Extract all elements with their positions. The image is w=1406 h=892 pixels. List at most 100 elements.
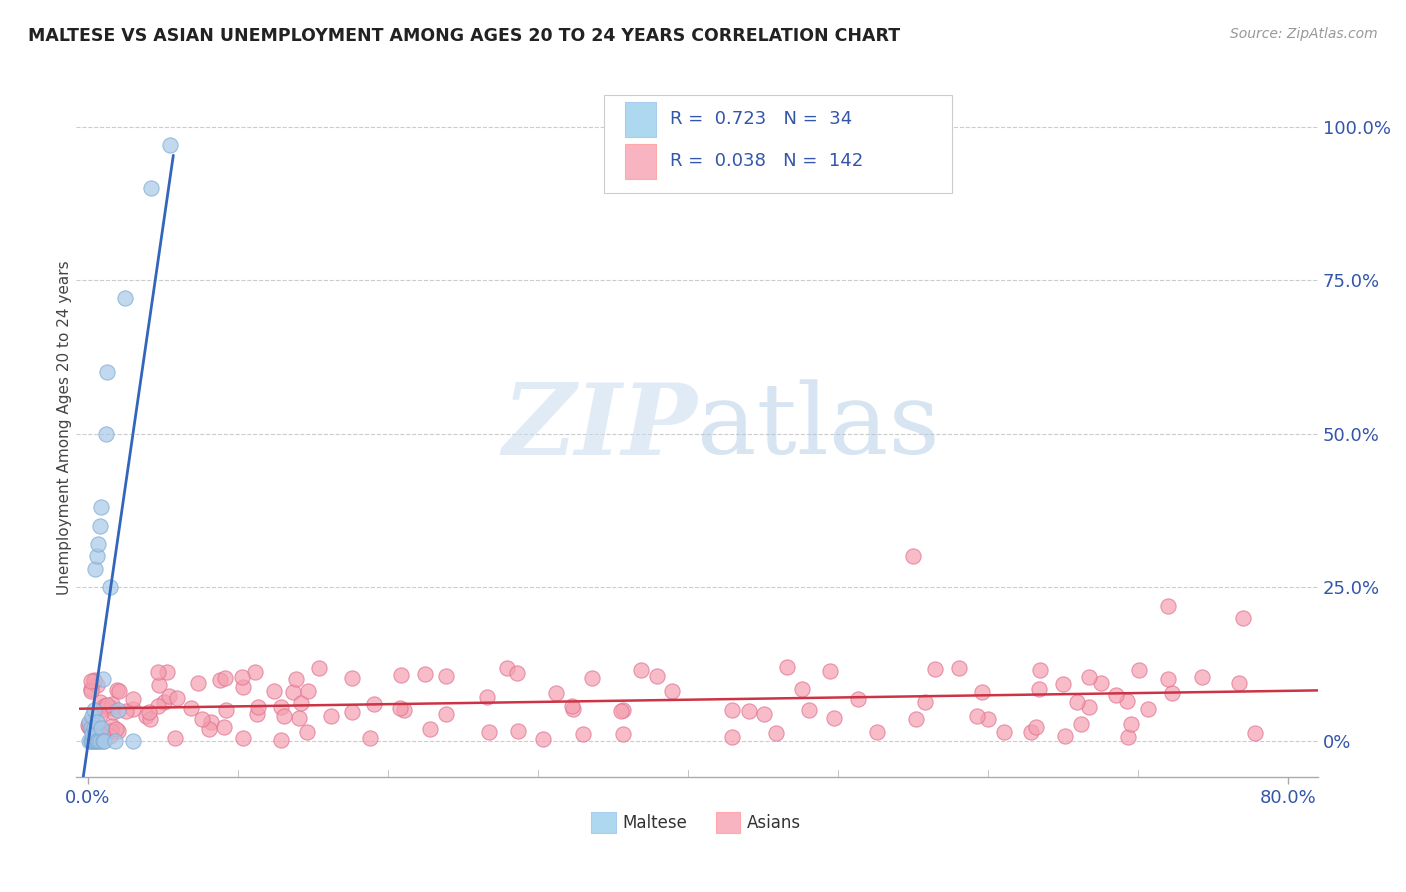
Point: [89, 518, 111, 533]
Point: [245, 665, 267, 680]
Point: [212, 720, 235, 734]
Point: [866, 725, 889, 739]
Point: [797, 703, 820, 717]
Point: [1105, 689, 1128, 703]
Point: [720, 730, 742, 744]
Point: [531, 731, 554, 746]
Point: [191, 712, 214, 726]
Point: [101, 697, 124, 711]
Point: [612, 703, 634, 717]
Point: [89, 695, 111, 709]
Point: [89, 708, 111, 723]
Point: [776, 660, 799, 674]
Point: [630, 664, 652, 678]
Point: [83, 733, 105, 747]
Point: [107, 703, 129, 717]
Point: [197, 723, 219, 737]
Point: [1028, 681, 1050, 696]
Point: [966, 709, 988, 723]
Point: [273, 709, 295, 723]
Point: [270, 699, 292, 714]
Point: [246, 706, 269, 721]
Point: [80, 733, 103, 747]
Point: [1116, 694, 1139, 708]
Point: [214, 703, 236, 717]
Point: [572, 727, 595, 741]
Point: [146, 665, 169, 680]
Text: Asians: Asians: [747, 814, 801, 832]
Point: [82, 709, 104, 723]
Point: [581, 671, 603, 685]
Point: [77, 719, 100, 733]
Point: [270, 732, 292, 747]
Point: [96, 698, 118, 713]
Point: [90, 722, 112, 736]
Point: [389, 668, 412, 682]
Point: [91, 672, 114, 686]
Point: [94, 426, 117, 441]
Point: [79, 715, 101, 730]
Point: [612, 727, 634, 741]
Point: [363, 697, 385, 711]
Point: [993, 725, 1015, 739]
Text: MALTESE VS ASIAN UNEMPLOYMENT AMONG AGES 20 TO 24 YEARS CORRELATION CHART: MALTESE VS ASIAN UNEMPLOYMENT AMONG AGES…: [28, 27, 900, 45]
Point: [91, 729, 114, 743]
Point: [904, 712, 927, 726]
Point: [138, 705, 160, 719]
Point: [342, 706, 364, 720]
Point: [180, 701, 202, 715]
Text: atlas: atlas: [697, 380, 939, 475]
Point: [1160, 686, 1182, 700]
Point: [157, 689, 180, 703]
Text: Source: ZipAtlas.com: Source: ZipAtlas.com: [1230, 27, 1378, 41]
Point: [394, 703, 416, 717]
Point: [1077, 700, 1099, 714]
Point: [86, 723, 108, 738]
Point: [96, 365, 118, 379]
Point: [1137, 702, 1160, 716]
Point: [1029, 664, 1052, 678]
Point: [752, 707, 775, 722]
Point: [1244, 726, 1267, 740]
Point: [79, 733, 101, 747]
Point: [1053, 729, 1076, 743]
Point: [101, 701, 124, 715]
Point: [93, 698, 115, 713]
Point: [1078, 670, 1101, 684]
Point: [285, 672, 308, 686]
Point: [1090, 675, 1112, 690]
Point: [163, 731, 186, 745]
Point: [231, 670, 253, 684]
Point: [924, 662, 946, 676]
Point: [156, 665, 179, 680]
Point: [495, 661, 517, 675]
Point: [232, 731, 254, 745]
Point: [1232, 611, 1254, 625]
FancyBboxPatch shape: [592, 813, 616, 833]
Point: [84, 562, 107, 576]
Point: [84, 733, 107, 747]
Point: [93, 702, 115, 716]
Point: [187, 676, 209, 690]
Point: [389, 700, 412, 714]
Point: [146, 699, 169, 714]
Point: [122, 701, 145, 715]
Point: [152, 695, 174, 709]
Point: [82, 733, 104, 747]
Point: [1157, 599, 1180, 613]
Point: [544, 686, 567, 700]
Point: [87, 537, 110, 551]
Point: [209, 673, 232, 688]
Point: [477, 690, 499, 704]
Point: [290, 696, 312, 710]
Point: [79, 684, 101, 698]
Point: [83, 673, 105, 688]
Point: [84, 727, 107, 741]
Point: [288, 711, 311, 725]
Point: [86, 678, 108, 692]
Point: [846, 691, 869, 706]
Point: [738, 704, 761, 718]
Point: [89, 733, 111, 747]
Point: [77, 720, 100, 734]
Point: [90, 500, 112, 515]
